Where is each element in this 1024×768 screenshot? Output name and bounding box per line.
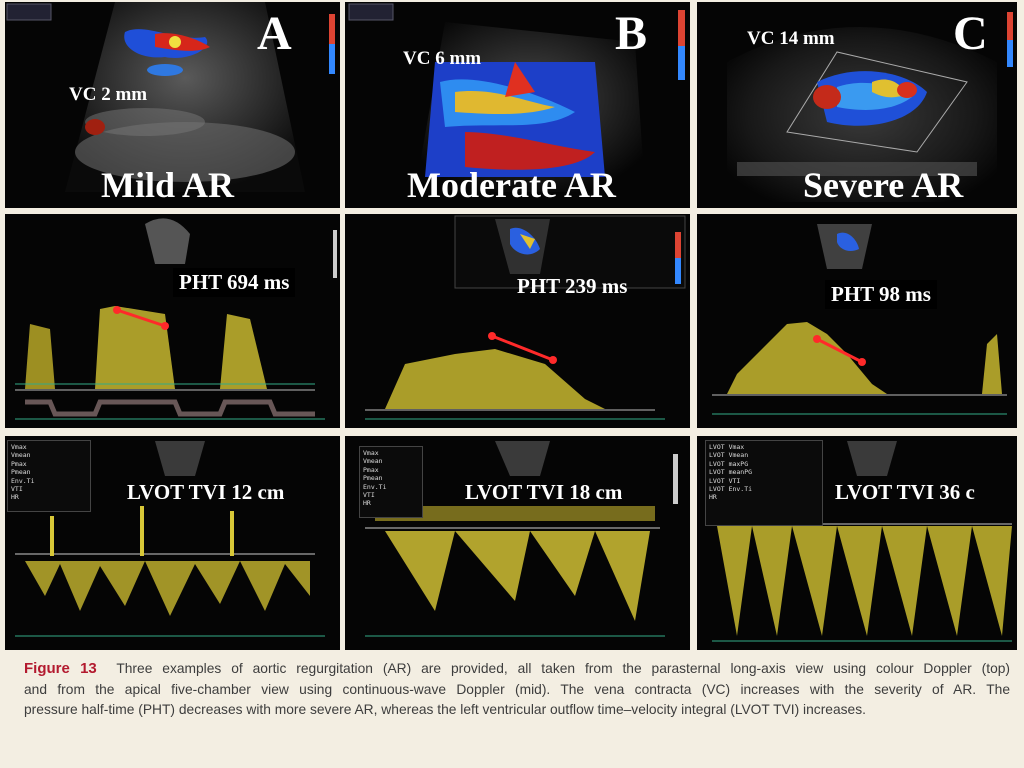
vena-contracta-label: VC 2 mm xyxy=(69,84,148,105)
panel-b-moderate-ar: B VC 6 mm Moderate AR xyxy=(345,2,690,208)
pw-doppler-trace-h xyxy=(365,441,678,637)
vena-contracta-label: VC 14 mm xyxy=(747,28,835,49)
panel-e-pht-moderate: PHT 239 ms xyxy=(345,214,690,428)
measurement-box: Vmax Vmean Pmax Pmean Env.Ti VTI HR xyxy=(359,446,423,518)
caption-line-3: pressure half-time (PHT) decreases with … xyxy=(24,702,866,717)
cw-doppler-trace-f xyxy=(712,224,1007,415)
pressure-half-time-label: PHT 239 ms xyxy=(517,274,628,298)
measurement-box: Vmax Vmean Pmax Pmean Env.Ti VTI HR xyxy=(7,440,91,512)
severity-label: Mild AR xyxy=(101,165,235,205)
lvot-tvi-label: LVOT TVI 18 cm xyxy=(465,480,623,504)
panel-letter: B xyxy=(615,7,648,60)
panel-a-mild-ar: A VC 2 mm Mild AR xyxy=(5,2,340,208)
panel-c-severe-ar: C VC 14 mm Severe AR xyxy=(697,2,1017,208)
lvot-tvi-label: LVOT TVI 12 cm xyxy=(127,480,285,504)
pressure-half-time-label: PHT 694 ms xyxy=(173,268,296,297)
cw-doppler-trace-e xyxy=(365,215,686,420)
pw-doppler-trace-i xyxy=(712,441,1012,642)
panel-i-lvot-tvi-severe: LVOT Vmax LVOT Vmean LVOT maxPG LVOT meanPG… xyxy=(697,436,1017,650)
panel-h-lvot-tvi-moderate: Vmax Vmean Pmax Pmean Env.Ti VTI HR LVOT TVI 1… xyxy=(345,436,690,650)
pressure-half-time-label: PHT 98 ms xyxy=(825,280,937,309)
panel-f-pht-severe: PHT 98 ms xyxy=(697,214,1017,428)
severity-label: Severe AR xyxy=(803,165,964,205)
vena-contracta-label: VC 6 mm xyxy=(403,48,482,69)
measurement-box: LVOT Vmax LVOT Vmean LVOT maxPG LVOT meanPG… xyxy=(705,440,823,526)
color-doppler-image-a xyxy=(6,2,335,192)
panel-letter: C xyxy=(953,7,988,60)
caption-line-2: and from the apical five-chamber view us… xyxy=(24,681,1010,697)
pw-doppler-trace-g xyxy=(15,441,325,637)
figure-caption: Figure 13 Three examples of aortic regur… xyxy=(8,659,1016,759)
panel-d-pht-mild: PHT 694 ms xyxy=(5,214,340,428)
panel-letter: A xyxy=(257,7,292,60)
severity-label: Moderate AR xyxy=(407,165,616,205)
lvot-tvi-label: LVOT TVI 36 c xyxy=(835,480,975,504)
caption-text-1: Three examples of aortic regurgitation (… xyxy=(116,661,1011,676)
figure-label: Figure 13 xyxy=(24,660,97,677)
panel-g-lvot-tvi-mild: Vmax Vmean Pmax Pmean Env.Ti VTI HR LVOT TVI 1… xyxy=(5,436,340,650)
color-doppler-image-c xyxy=(727,12,1013,202)
cw-doppler-trace-d xyxy=(15,218,337,420)
color-doppler-image-b xyxy=(348,3,685,192)
caption-line-1: Figure 13 Three examples of aortic regur… xyxy=(24,659,1010,680)
